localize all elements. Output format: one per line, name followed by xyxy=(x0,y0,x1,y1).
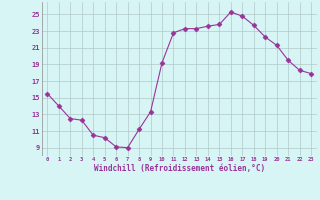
X-axis label: Windchill (Refroidissement éolien,°C): Windchill (Refroidissement éolien,°C) xyxy=(94,164,265,173)
